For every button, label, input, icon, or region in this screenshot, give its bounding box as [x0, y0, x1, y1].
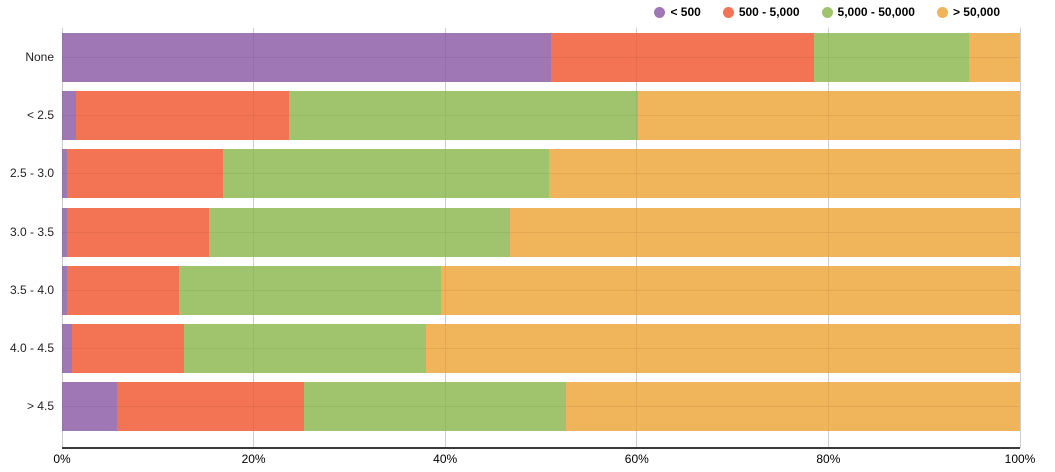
category-label: None [25, 50, 54, 64]
bar-segment[interactable] [548, 149, 1020, 199]
gridline [827, 28, 829, 448]
gridline [253, 28, 255, 448]
bar-segment[interactable] [66, 265, 179, 315]
bar-segment[interactable] [510, 207, 1020, 257]
bar-row: < 2.5 [27, 91, 1020, 141]
legend-marker-icon [722, 6, 734, 18]
bar-segment[interactable] [814, 33, 970, 82]
bar-segment[interactable] [62, 324, 72, 373]
bar-segment[interactable] [222, 149, 549, 199]
bar-segment[interactable] [426, 324, 1020, 373]
legend-label: 500 - 5,000 [738, 5, 800, 19]
bar-segment[interactable] [178, 265, 442, 315]
bar-segment[interactable] [76, 91, 290, 141]
bar-segment[interactable] [550, 33, 815, 82]
legend-marker-icon [821, 6, 833, 18]
bar-segment[interactable] [62, 33, 551, 82]
legend-item-3[interactable]: > 50,000 [936, 5, 1000, 19]
bar-segment[interactable] [183, 324, 427, 373]
gridline [1019, 28, 1021, 448]
category-label: 2.5 - 3.0 [9, 166, 54, 181]
bar-row: 3.5 - 4.0 [10, 265, 1020, 315]
gridline [1019, 28, 1021, 448]
category-label: > 4.5 [26, 399, 54, 414]
bar-segment[interactable] [62, 382, 117, 432]
bar-row: 2.5 - 3.0 [10, 149, 1020, 199]
legend-item-1[interactable]: 500 - 5,000 [722, 5, 800, 19]
bar-segment[interactable] [66, 149, 223, 199]
legend-marker-icon [936, 6, 948, 18]
legend-label: > 50,000 [952, 5, 1000, 19]
x-tick-label: 20% [241, 452, 266, 466]
bar-row: 4.0 - 4.5 [10, 324, 1020, 373]
bar-segment[interactable] [289, 91, 638, 141]
x-tick-label: 100% [1004, 452, 1036, 466]
legend-item-0[interactable]: < 500 [654, 5, 701, 19]
x-tick-label: 40% [433, 452, 458, 466]
bar-segment[interactable] [969, 33, 1020, 82]
category-label: 3.0 - 3.5 [9, 224, 54, 239]
x-axis-line [62, 447, 1020, 449]
bar-segment[interactable] [565, 382, 1020, 432]
legend: < 500 500 - 5,000 5,000 - 50,000 > 50,000 [0, 3, 1000, 21]
legend-marker-icon [654, 6, 666, 18]
gridline [444, 28, 446, 448]
bar-segment[interactable] [62, 91, 77, 141]
gridline [636, 28, 638, 448]
bar-segment[interactable] [441, 265, 1020, 315]
gridline [61, 28, 63, 448]
category-label: 3.5 - 4.0 [9, 282, 54, 297]
x-tick-label: 80% [816, 452, 841, 466]
bar-segment[interactable] [66, 207, 209, 257]
bar-row: None [25, 33, 1020, 82]
category-label: 4.0 - 4.5 [9, 341, 54, 355]
legend-label: 5,000 - 50,000 [837, 5, 915, 19]
bar-segment[interactable] [304, 382, 566, 432]
plot-area: None < 2.5 2.5 - 3.0 3.0 - 3.5 3.5 - 4.0 4.0 … [10, 0, 1035, 472]
bar-segment[interactable] [116, 382, 305, 432]
x-tick-label: 0% [53, 452, 71, 466]
x-tick-label: 60% [624, 452, 649, 466]
bar-row: > 4.5 [27, 382, 1020, 432]
category-label: < 2.5 [26, 108, 54, 123]
legend-item-2[interactable]: 5,000 - 50,000 [821, 5, 915, 19]
legend-label: < 500 [670, 5, 701, 19]
bar-row: 3.0 - 3.5 [10, 207, 1020, 257]
bar-segment[interactable] [71, 324, 184, 373]
